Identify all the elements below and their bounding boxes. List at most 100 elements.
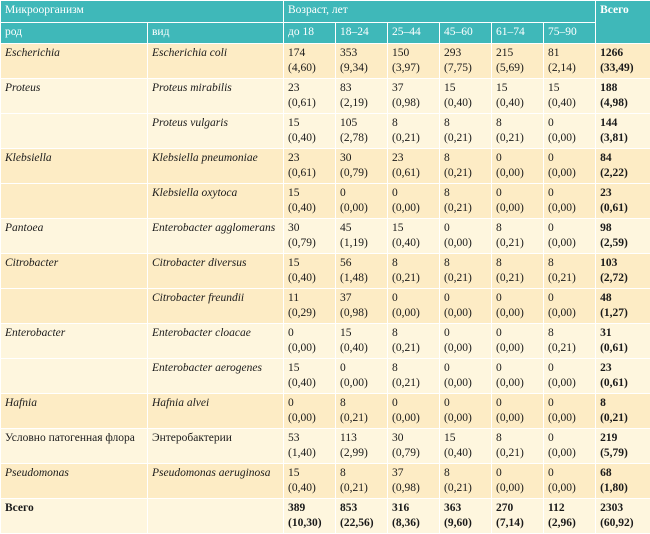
age-cell-0-percent: (1,40) xyxy=(288,446,331,461)
age-cell-1-percent: (0,98) xyxy=(340,306,383,321)
age-cell-4: 215(5,69) xyxy=(492,44,544,79)
age-cell-0-percent: (0,40) xyxy=(288,481,331,496)
age-cell-0-count: 11 xyxy=(288,291,331,306)
age-cell-0-percent: (0,40) xyxy=(288,376,331,391)
age-cell-0: 15(0,40) xyxy=(284,184,336,219)
age-cell-3-percent: (0,40) xyxy=(444,96,487,111)
age-cell-3-percent: (0,21) xyxy=(444,481,487,496)
age-cell-2-count: 0 xyxy=(392,186,435,201)
age-cell-3-percent: (0,21) xyxy=(444,271,487,286)
age-cell-4-percent: (0,21) xyxy=(496,271,539,286)
total-cell-percent: (2,72) xyxy=(600,271,646,286)
total-cell-count: 8 xyxy=(600,396,646,411)
header-age-0: до 18 xyxy=(284,23,336,44)
age-cell-3: 0(0,00) xyxy=(440,324,492,359)
age-cell-3-percent: (0,00) xyxy=(444,236,487,251)
grand-total-age-5-percent: (2,96) xyxy=(548,516,591,531)
header-age-2: 25–44 xyxy=(388,23,440,44)
age-cell-0-count: 0 xyxy=(288,396,331,411)
age-cell-2-count: 30 xyxy=(392,431,435,446)
age-cell-1-count: 56 xyxy=(340,256,383,271)
age-cell-2-count: 8 xyxy=(392,326,435,341)
age-cell-1-percent: (2,99) xyxy=(340,446,383,461)
age-cell-2: 0(0,00) xyxy=(388,184,440,219)
age-cell-5-count: 0 xyxy=(548,151,591,166)
age-cell-2-percent: (0,61) xyxy=(392,166,435,181)
age-cell-0: 15(0,40) xyxy=(284,359,336,394)
age-cell-1-percent: (0,00) xyxy=(340,376,383,391)
age-cell-4: 0(0,00) xyxy=(492,394,544,429)
age-cell-4-percent: (0,00) xyxy=(496,341,539,356)
age-cell-2-percent: (3,97) xyxy=(392,61,435,76)
age-cell-1: 30(0,79) xyxy=(336,149,388,184)
species-cell: Proteus vulgaris xyxy=(148,114,284,149)
age-cell-4-percent: (0,21) xyxy=(496,236,539,251)
species-cell: Enterobacter cloacae xyxy=(148,324,284,359)
total-cell: 23(0,61) xyxy=(596,359,650,394)
grand-total-age-5-count: 112 xyxy=(548,501,591,516)
age-cell-0-percent: (0,61) xyxy=(288,166,331,181)
age-cell-5: 0(0,00) xyxy=(544,289,596,324)
age-cell-0: 174(4,60) xyxy=(284,44,336,79)
age-cell-5-percent: (0,00) xyxy=(548,306,591,321)
age-cell-5-count: 0 xyxy=(548,186,591,201)
age-cell-2-count: 37 xyxy=(392,466,435,481)
age-cell-2-count: 8 xyxy=(392,256,435,271)
total-cell-count: 1266 xyxy=(600,46,646,61)
age-cell-3-percent: (0,00) xyxy=(444,376,487,391)
grand-total-age-3: 363(9,60) xyxy=(440,499,492,534)
total-cell-percent: (2,22) xyxy=(600,166,646,181)
age-cell-3: 0(0,00) xyxy=(440,219,492,254)
age-cell-4-count: 0 xyxy=(496,361,539,376)
age-cell-5: 8(0,21) xyxy=(544,254,596,289)
age-cell-0-count: 0 xyxy=(288,326,331,341)
age-cell-2-percent: (0,21) xyxy=(392,341,435,356)
age-cell-2-count: 23 xyxy=(392,151,435,166)
age-cell-5-percent: (0,00) xyxy=(548,236,591,251)
age-cell-4-percent: (0,21) xyxy=(496,131,539,146)
age-cell-1: 15(0,40) xyxy=(336,324,388,359)
age-cell-3: 0(0,00) xyxy=(440,359,492,394)
age-cell-1-percent: (2,19) xyxy=(340,96,383,111)
age-cell-5-percent: (0,21) xyxy=(548,271,591,286)
age-cell-5-count: 8 xyxy=(548,256,591,271)
grand-total-age-3-count: 363 xyxy=(444,501,487,516)
age-cell-1-count: 45 xyxy=(340,221,383,236)
age-cell-5-percent: (2,14) xyxy=(548,61,591,76)
total-cell-count: 84 xyxy=(600,151,646,166)
age-cell-5-count: 0 xyxy=(548,116,591,131)
age-cell-3-count: 0 xyxy=(444,361,487,376)
age-cell-5: 15(0,40) xyxy=(544,79,596,114)
age-cell-5-count: 81 xyxy=(548,46,591,61)
age-cell-1-count: 8 xyxy=(340,396,383,411)
age-cell-3-percent: (0,21) xyxy=(444,201,487,216)
age-cell-4-count: 0 xyxy=(496,466,539,481)
age-cell-3: 293(7,75) xyxy=(440,44,492,79)
age-cell-4-count: 8 xyxy=(496,221,539,236)
total-cell-percent: (0,21) xyxy=(600,411,646,426)
genus-cell: Proteus xyxy=(1,79,148,114)
grand-total-age-0: 389(10,30) xyxy=(284,499,336,534)
genus-cell: Escherichia xyxy=(1,44,148,79)
total-cell: 68(1,80) xyxy=(596,464,650,499)
species-cell: Klebsiella oxytoca xyxy=(148,184,284,219)
age-cell-0: 15(0,40) xyxy=(284,464,336,499)
age-cell-0-percent: (0,00) xyxy=(288,411,331,426)
age-cell-0-count: 174 xyxy=(288,46,331,61)
grand-total-sum: 2303(60,92) xyxy=(596,499,650,534)
age-cell-1: 37(0,98) xyxy=(336,289,388,324)
age-cell-5-percent: (0,00) xyxy=(548,481,591,496)
age-cell-1: 113(2,99) xyxy=(336,429,388,464)
age-cell-3-count: 8 xyxy=(444,466,487,481)
age-cell-4: 0(0,00) xyxy=(492,289,544,324)
total-cell-percent: (1,80) xyxy=(600,481,646,496)
age-cell-5-count: 15 xyxy=(548,81,591,96)
